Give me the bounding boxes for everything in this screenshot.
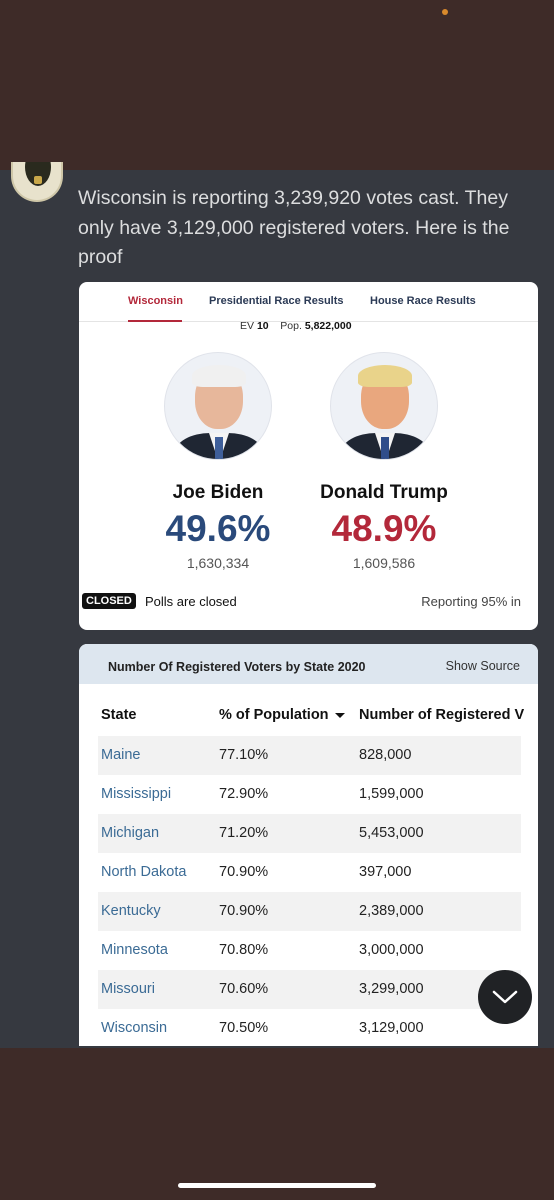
avatar-mark [34, 176, 42, 184]
registered-cell: 397,000 [359, 864, 412, 880]
table-row: Michigan 71.20% 5,453,000 [98, 814, 521, 853]
table-title: Number Of Registered Voters by State 202… [108, 660, 366, 674]
state-cell[interactable]: Michigan [101, 825, 160, 841]
sort-descending-icon [334, 712, 345, 718]
scroll-to-bottom-button[interactable] [478, 970, 532, 1024]
percent-cell: 70.80% [219, 942, 269, 958]
table-row: Kentucky 70.90% 2,389,000 [98, 892, 521, 931]
candidate-percent: 49.6% [165, 508, 271, 549]
table-row: North Dakota 70.90% 397,000 [98, 853, 521, 892]
candidate-biden: Joe Biden 49.6% 1,630,334 [138, 352, 298, 571]
percent-cell: 77.10% [219, 747, 269, 763]
table-row: Wisconsin 70.50% 3,129,000 [98, 1009, 521, 1046]
state-cell[interactable]: North Dakota [101, 864, 187, 880]
message-text: Wisconsin is reporting 3,239,920 votes c… [78, 187, 510, 268]
state-cell[interactable]: Maine [101, 747, 141, 763]
chevron-down-icon [492, 990, 518, 1004]
results-tabs: Wisconsin Presidential Race Results Hous… [79, 282, 538, 322]
candidate-name: Joe Biden [172, 482, 264, 503]
state-cell[interactable]: Mississippi [101, 786, 172, 802]
table-row: Mississippi 72.90% 1,599,000 [98, 775, 521, 814]
home-indicator[interactable] [178, 1183, 376, 1188]
biden-photo [164, 352, 272, 460]
candidate-name: Donald Trump [320, 482, 448, 503]
percent-cell: 70.90% [219, 864, 269, 880]
registered-cell: 2,389,000 [359, 903, 424, 919]
tab-presidential-race-results[interactable]: Presidential Race Results [209, 295, 344, 307]
registered-cell: 5,453,000 [359, 825, 424, 841]
percent-cell: 71.20% [219, 825, 269, 841]
column-header-registered[interactable]: Number of Registered V [359, 707, 525, 723]
pop-value: 5,822,000 [304, 320, 352, 332]
tab-house-race-results[interactable]: House Race Results [370, 295, 476, 307]
candidate-votes: 1,609,586 [352, 555, 416, 571]
percent-cell: 70.60% [219, 981, 269, 997]
ev-value: 10 [256, 320, 269, 332]
percent-cell: 70.50% [219, 1020, 269, 1036]
registered-cell: 828,000 [359, 747, 412, 763]
tab-wisconsin[interactable]: Wisconsin [128, 295, 183, 307]
percent-cell: 72.90% [219, 786, 269, 802]
table-head: State % of Population Number of Register… [79, 684, 538, 736]
election-results-card: Wisconsin Presidential Race Results Hous… [79, 282, 538, 630]
registered-cell: 3,000,000 [359, 942, 424, 958]
show-source-link[interactable]: Show Source [445, 659, 520, 673]
table-row: Maine 77.10% 828,000 [98, 736, 521, 775]
registered-voters-card: Number Of Registered Voters by State 202… [79, 644, 538, 1046]
table-row: Missouri 70.60% 3,299,000 [98, 970, 521, 1009]
column-header-percent[interactable]: % of Population [219, 707, 345, 723]
percent-cell: 70.90% [219, 903, 269, 919]
registered-cell: 3,299,000 [359, 981, 424, 997]
state-cell[interactable]: Missouri [101, 981, 155, 997]
ev-pop-row: EV 10 Pop. 5,822,000 [240, 320, 352, 332]
pop-label: Pop. [280, 320, 302, 332]
avatar[interactable] [11, 162, 63, 202]
registered-cell: 1,599,000 [359, 786, 424, 802]
closed-badge: CLOSED [82, 593, 136, 609]
column-header-state[interactable]: State [101, 707, 137, 723]
state-cell[interactable]: Wisconsin [101, 1020, 168, 1036]
ev-label: EV [240, 320, 255, 332]
column-header-percent-label: % of Population [219, 707, 329, 723]
table-row: Minnesota 70.80% 3,000,000 [98, 931, 521, 970]
notification-dot-icon [442, 9, 448, 15]
candidate-votes: 1,630,334 [186, 555, 250, 571]
state-cell[interactable]: Minnesota [101, 942, 168, 958]
polls-status-text: Polls are closed [145, 594, 237, 609]
active-tab-indicator [128, 320, 182, 322]
state-cell[interactable]: Kentucky [101, 903, 161, 919]
registered-cell: 3,129,000 [359, 1020, 424, 1036]
candidate-trump: Donald Trump 48.9% 1,609,586 [304, 352, 464, 571]
trump-photo [330, 352, 438, 460]
table-header-bar: Number Of Registered Voters by State 202… [79, 644, 538, 684]
reporting-status: Reporting 95% in [421, 594, 521, 609]
candidate-percent: 48.9% [331, 508, 437, 549]
